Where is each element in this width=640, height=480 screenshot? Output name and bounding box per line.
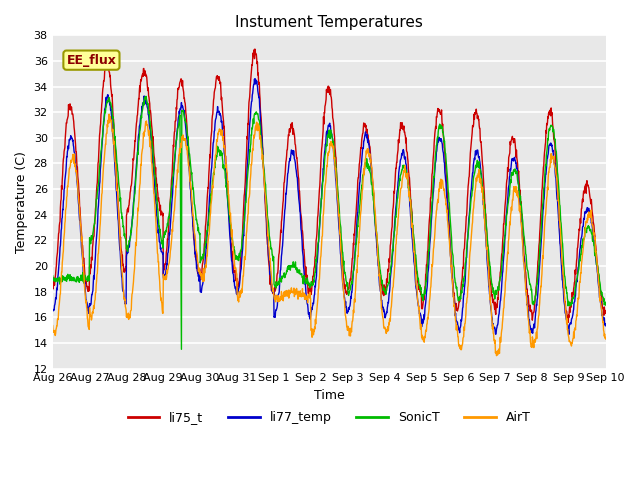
li75_t bbox=[295, 189, 303, 195]
SonicT bbox=[364, 163, 372, 169]
AirT bbox=[305, 293, 313, 299]
AirT bbox=[105, 111, 113, 117]
AirT bbox=[115, 206, 122, 212]
li77_temp bbox=[305, 310, 313, 315]
SonicT bbox=[284, 266, 292, 272]
li77_temp bbox=[295, 200, 303, 205]
Line: SonicT: SonicT bbox=[52, 96, 605, 349]
li77_temp bbox=[602, 321, 609, 327]
li75_t bbox=[564, 320, 572, 325]
li77_temp bbox=[114, 216, 122, 221]
SonicT bbox=[114, 169, 122, 175]
li77_temp bbox=[284, 171, 292, 177]
AirT bbox=[364, 149, 372, 155]
SonicT bbox=[296, 267, 303, 273]
li77_temp bbox=[49, 308, 56, 314]
li75_t bbox=[364, 132, 372, 137]
Legend: li75_t, li77_temp, SonicT, AirT: li75_t, li77_temp, SonicT, AirT bbox=[123, 406, 536, 429]
SonicT bbox=[49, 273, 56, 279]
Y-axis label: Temperature (C): Temperature (C) bbox=[15, 151, 28, 253]
li75_t bbox=[305, 285, 313, 291]
AirT bbox=[295, 290, 303, 296]
AirT bbox=[493, 353, 500, 359]
SonicT bbox=[92, 214, 99, 219]
AirT bbox=[49, 323, 56, 328]
li77_temp bbox=[565, 332, 573, 337]
Line: li77_temp: li77_temp bbox=[52, 79, 605, 335]
SonicT bbox=[177, 347, 185, 352]
SonicT bbox=[602, 302, 609, 308]
li75_t bbox=[251, 46, 259, 52]
AirT bbox=[92, 290, 99, 296]
li75_t bbox=[602, 308, 609, 313]
SonicT bbox=[306, 281, 314, 287]
Line: li75_t: li75_t bbox=[52, 49, 605, 323]
AirT bbox=[284, 291, 292, 297]
AirT bbox=[602, 336, 609, 342]
li75_t bbox=[284, 141, 292, 146]
li75_t bbox=[92, 206, 99, 212]
Title: Instument Temperatures: Instument Temperatures bbox=[236, 15, 423, 30]
li77_temp bbox=[252, 76, 259, 82]
Line: AirT: AirT bbox=[52, 114, 605, 356]
li77_temp bbox=[92, 252, 99, 258]
SonicT bbox=[142, 94, 150, 99]
li77_temp bbox=[364, 139, 372, 145]
Text: EE_flux: EE_flux bbox=[67, 54, 116, 67]
X-axis label: Time: Time bbox=[314, 389, 344, 402]
li75_t bbox=[49, 284, 56, 289]
li75_t bbox=[114, 198, 122, 204]
